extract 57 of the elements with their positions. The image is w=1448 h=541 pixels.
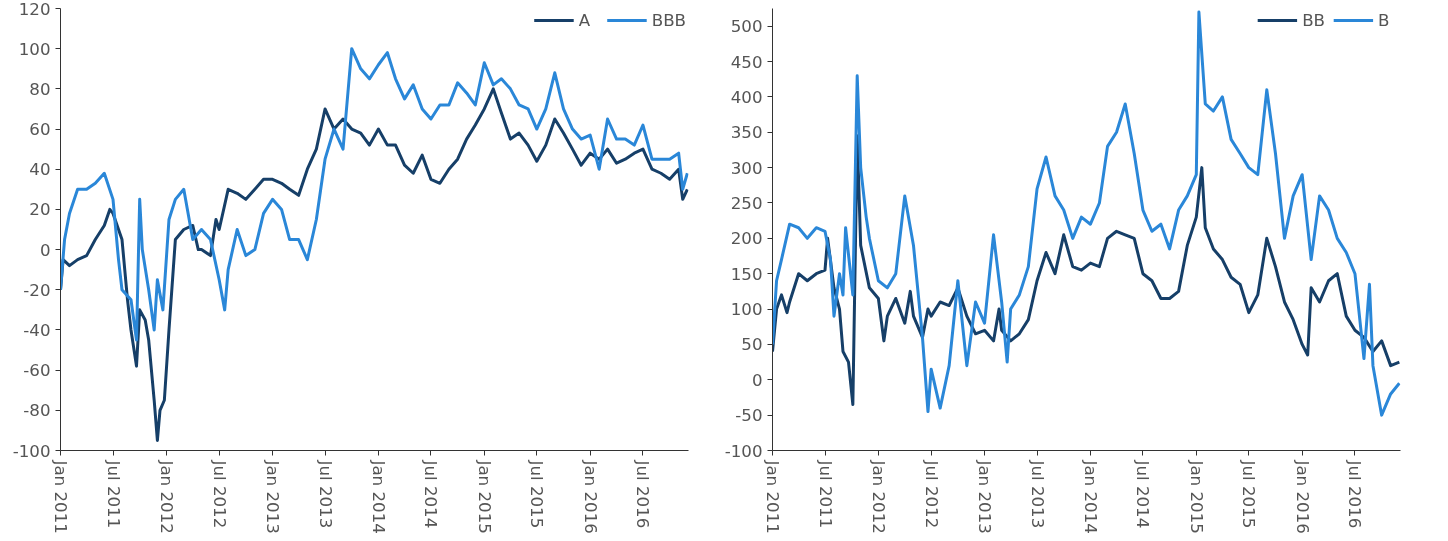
y-tick-label: 120 [18,0,51,19]
x-tick-label: Jan 2011 [763,459,782,534]
x-tick-label: Jan 2014 [1080,459,1100,534]
y-tick-label: 400 [730,87,763,107]
x-tick-label: Jan 2015 [474,459,494,534]
y-tick-label: 60 [29,120,51,140]
legend-label: BBB [651,10,686,30]
y-tick-label: 300 [730,158,763,178]
y-tick-label: 200 [730,229,763,249]
y-tick-label: -100 [12,441,51,461]
y-tick-label: 0 [39,240,51,260]
y-tick-label: -20 [23,280,51,300]
line-series [772,10,1401,417]
x-tick-label: Jan 2014 [368,459,388,534]
x-tick-label: Jan 2015 [1186,459,1206,534]
x-tick-label: Jul 2014 [421,459,441,529]
x-tick-label: Jan 2013 [975,459,995,534]
x-tick-label: Jul 2013 [1027,459,1047,529]
y-tick-label: 80 [29,79,51,99]
x-tick-label: Jul 2015 [527,459,547,529]
legend-label: BB [1302,10,1325,30]
y-tick-label: 20 [29,200,51,220]
x-tick-label: Jul 2013 [315,459,335,529]
x-tick-label: Jul 2016 [633,459,653,529]
x-tick-label: Jan 2016 [1292,459,1312,534]
y-tick-label: 50 [741,335,763,355]
x-tick-label: Jul 2016 [1345,459,1365,529]
line-series [60,47,689,342]
x-tick-label: Jul 2012 [209,459,229,529]
y-tick-label: -80 [23,401,51,421]
x-tick-label: Jul 2012 [921,459,941,529]
legend-label: A [578,10,592,30]
x-tick-label: Jul 2015 [1239,459,1259,529]
y-tick-label: -50 [735,406,763,426]
y-tick-label: 500 [730,17,763,37]
x-tick-label: Jul 2011 [103,459,123,529]
y-tick-label: 150 [730,264,763,284]
x-tick-label: Jan 2016 [580,459,600,534]
y-tick-label: 350 [730,123,763,143]
y-tick-label: 0 [751,370,763,390]
legend-label: B [1378,10,1391,30]
y-tick-label: 450 [730,52,763,72]
line-series [772,134,1401,407]
y-tick-label: -40 [23,320,51,340]
y-tick-label: -100 [724,441,763,461]
x-tick-label: Jul 2014 [1133,459,1153,529]
x-tick-label: Jan 2012 [156,459,176,534]
y-tick-label: -60 [23,361,51,381]
y-tick-label: 40 [29,160,51,180]
line-series [60,87,689,442]
x-tick-label: Jan 2011 [51,459,70,534]
x-tick-label: Jul 2011 [815,459,835,529]
y-tick-label: 250 [730,193,763,213]
x-tick-label: Jan 2012 [868,459,888,534]
x-tick-label: Jan 2013 [263,459,283,534]
y-tick-label: 100 [730,300,763,320]
y-tick-label: 100 [18,39,51,59]
